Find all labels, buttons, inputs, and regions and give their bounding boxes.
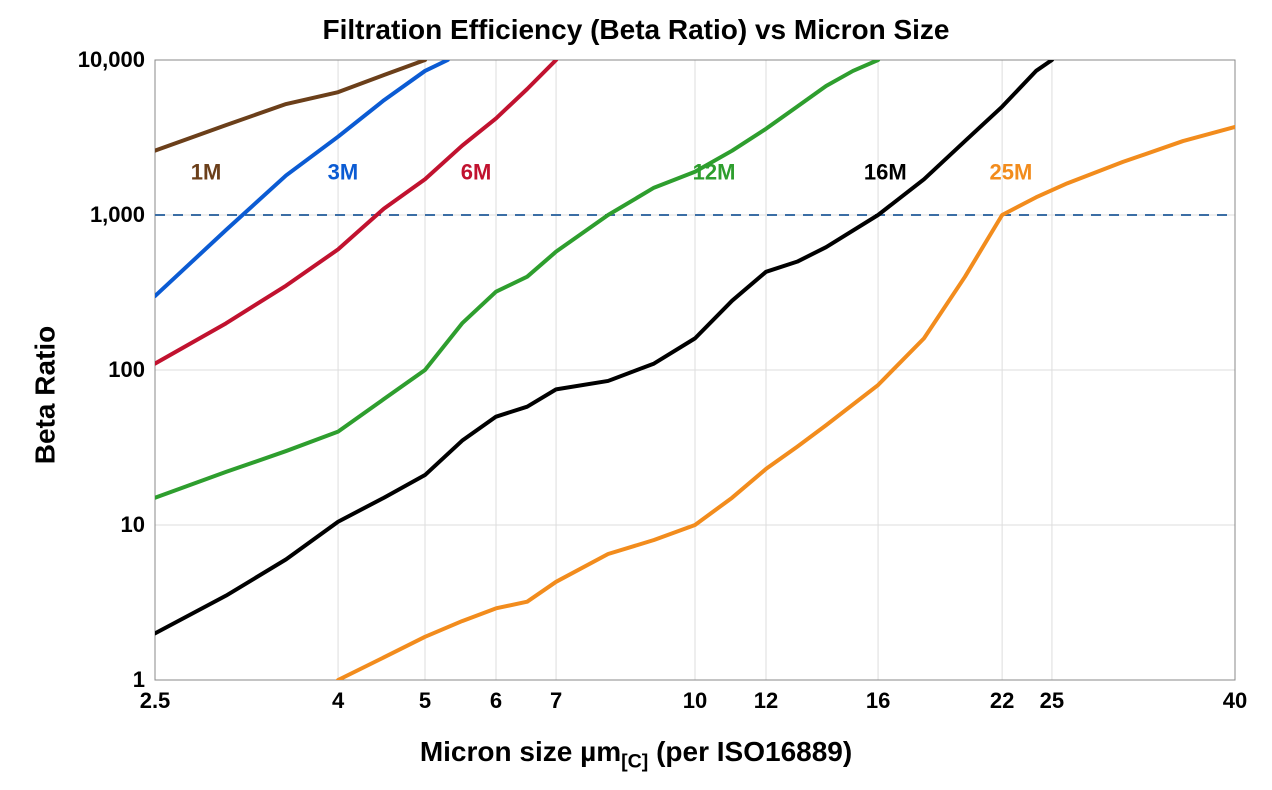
series-label-6M: 6M [461,159,492,184]
series-label-3M: 3M [328,159,359,184]
x-tick-label: 5 [419,688,431,713]
series-label-12M: 12M [693,159,736,184]
chart-container: Filtration Efficiency (Beta Ratio) vs Mi… [0,0,1272,790]
x-tick-label: 12 [754,688,778,713]
x-tick-label: 40 [1223,688,1247,713]
x-tick-label: 16 [866,688,890,713]
y-tick-label: 10 [121,512,145,537]
y-tick-label: 100 [108,357,145,382]
series-label-16M: 16M [864,159,907,184]
y-tick-label: 1,000 [90,202,145,227]
series-label-25M: 25M [989,159,1032,184]
y-tick-label: 1 [133,667,145,692]
x-tick-label: 7 [550,688,562,713]
x-tick-label: 6 [490,688,502,713]
x-tick-label: 25 [1040,688,1064,713]
x-tick-label: 10 [683,688,707,713]
series-label-1M: 1M [191,159,222,184]
x-tick-label: 4 [332,688,345,713]
plot-svg: 2.545671012162225401101001,00010,0001M3M… [0,0,1272,790]
y-tick-label: 10,000 [78,47,145,72]
x-tick-label: 22 [990,688,1014,713]
